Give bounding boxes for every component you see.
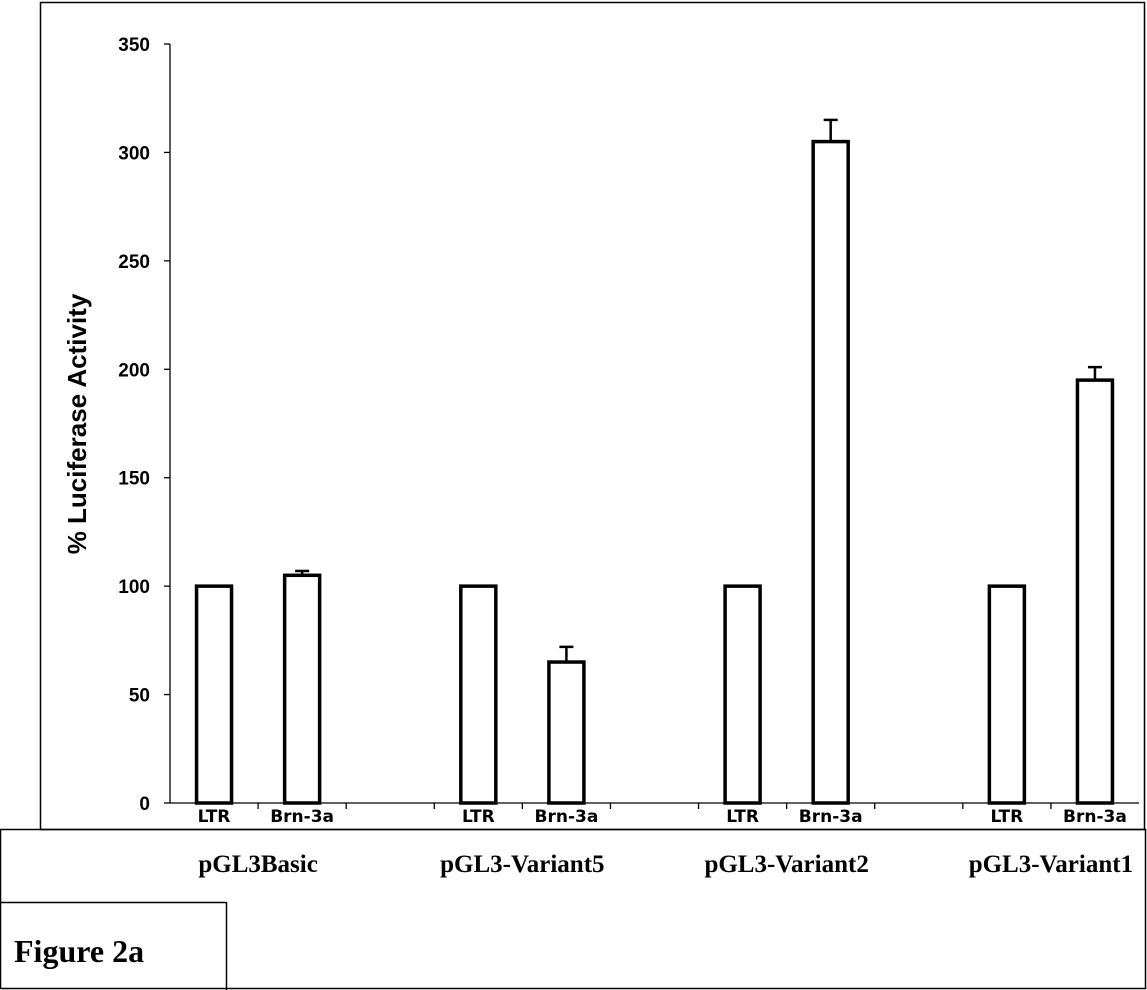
- y-tick-label: 200: [118, 360, 150, 381]
- x-tick-label: LTR: [726, 807, 759, 827]
- y-tick-label: 300: [118, 143, 150, 164]
- x-tick-label: Brn-3a: [799, 807, 863, 827]
- x-tick-label: LTR: [991, 807, 1024, 827]
- group-label: pGL3Basic: [198, 851, 317, 878]
- bars: [194, 139, 1115, 805]
- y-axis-label: % Luciferase Activity: [62, 293, 92, 554]
- bar: [194, 584, 234, 805]
- x-tick-label: Brn-3a: [270, 807, 334, 827]
- group-label: pGL3-Variant5: [440, 851, 604, 878]
- y-tick-label: 100: [118, 577, 150, 598]
- y-tick-label: 350: [118, 35, 150, 56]
- y-tick-label: 150: [118, 469, 150, 490]
- group-labels: pGL3Basic pGL3-Variant5 pGL3-Variant2 pGL3-…: [198, 851, 1133, 878]
- group-label: pGL3-Variant1: [969, 851, 1133, 878]
- y-tick-label: 250: [118, 252, 150, 273]
- bar: [1075, 378, 1115, 805]
- bar: [282, 573, 322, 805]
- x-tick-label: LTR: [462, 807, 495, 827]
- y-ticks: 0 50 100 150 200 250 300 350: [118, 35, 170, 815]
- bar: [811, 139, 850, 805]
- x-tick-label: Brn-3a: [1063, 807, 1127, 827]
- bar: [987, 584, 1027, 805]
- group-label: pGL3-Variant2: [704, 851, 868, 878]
- bar: [723, 584, 762, 805]
- bar: [547, 660, 586, 805]
- x-tick-labels: LTR Brn-3a LTR Brn-3a LTR Brn-3a LTR Brn-3a: [198, 807, 1127, 827]
- x-tick-label: Brn-3a: [535, 807, 599, 827]
- x-tick-label: LTR: [198, 807, 231, 827]
- figure-label: Figure 2a: [14, 933, 144, 969]
- y-tick-label: 0: [139, 794, 150, 815]
- x-ticks: [257, 803, 1052, 809]
- error-bars: [295, 118, 1102, 663]
- group-label-box: [0, 828, 1147, 990]
- y-tick-label: 50: [129, 686, 150, 707]
- bar: [459, 584, 498, 805]
